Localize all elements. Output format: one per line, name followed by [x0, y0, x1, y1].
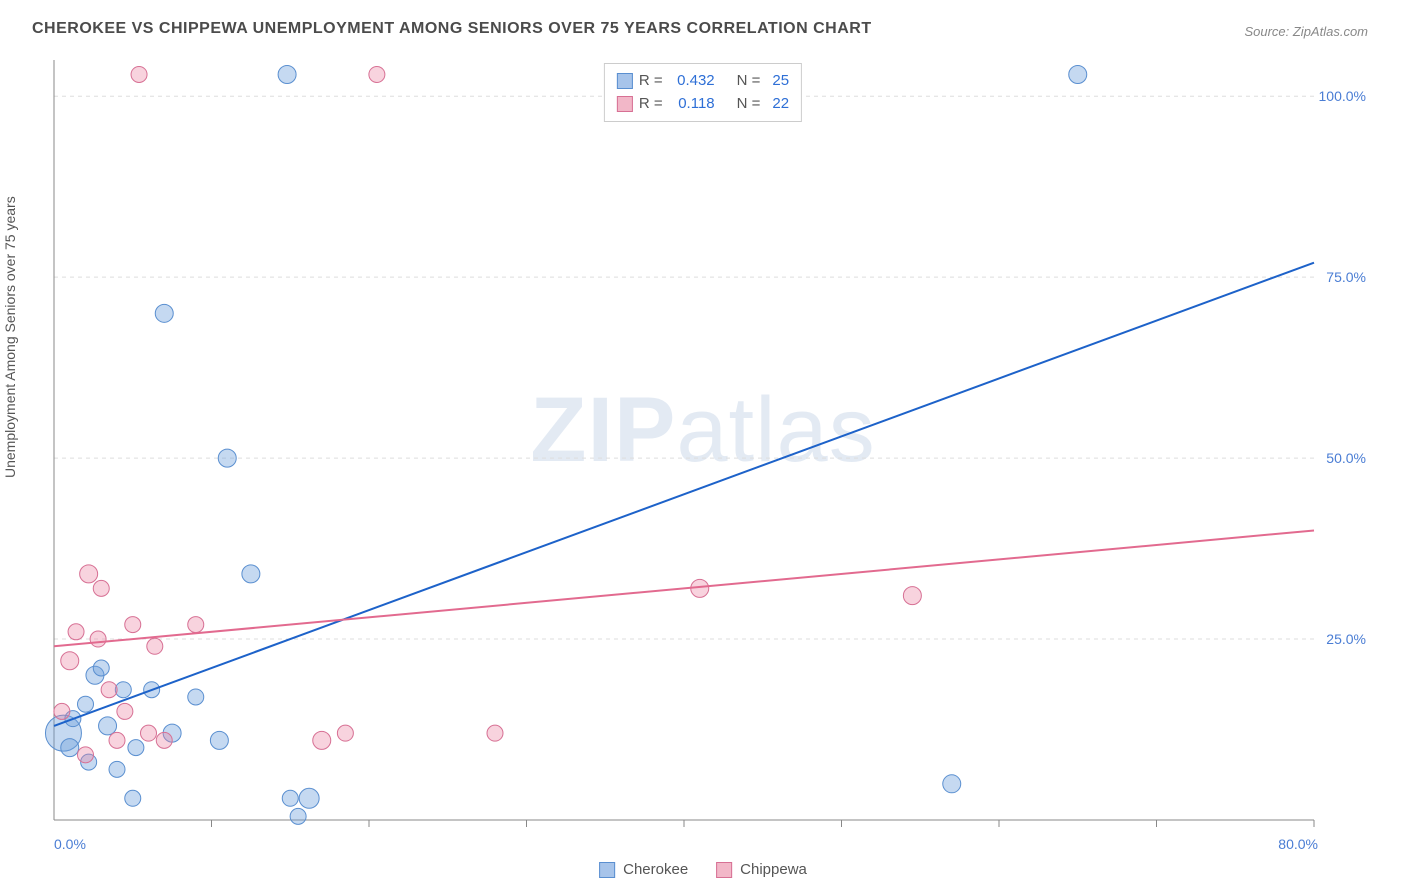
- y-tick-label: 75.0%: [1326, 269, 1366, 285]
- correlation-chart: CHEROKEE VS CHIPPEWA UNEMPLOYMENT AMONG …: [0, 0, 1406, 892]
- y-tick-label: 50.0%: [1326, 450, 1366, 466]
- y-tick-label: 100.0%: [1319, 88, 1366, 104]
- stats-box: R = 0.432 N = 25 R = 0.118 N = 22: [604, 63, 802, 122]
- bottom-legend: Cherokee Chippewa: [599, 861, 807, 878]
- legend-item-cherokee: Cherokee: [599, 861, 688, 878]
- swatch-chippewa-icon: [617, 96, 633, 112]
- swatch-cherokee-icon: [617, 73, 633, 89]
- legend-swatch-cherokee-icon: [599, 862, 615, 878]
- legend-item-chippewa: Chippewa: [716, 861, 807, 878]
- y-tick-label: 25.0%: [1326, 631, 1366, 647]
- x-axis-max-label: 80.0%: [1278, 836, 1318, 852]
- legend-swatch-chippewa-icon: [716, 862, 732, 878]
- x-axis-min-label: 0.0%: [54, 836, 86, 852]
- stats-row-chippewa: R = 0.118 N = 22: [617, 93, 789, 116]
- scatter-plot: [0, 0, 1406, 892]
- stats-row-cherokee: R = 0.432 N = 25: [617, 70, 789, 93]
